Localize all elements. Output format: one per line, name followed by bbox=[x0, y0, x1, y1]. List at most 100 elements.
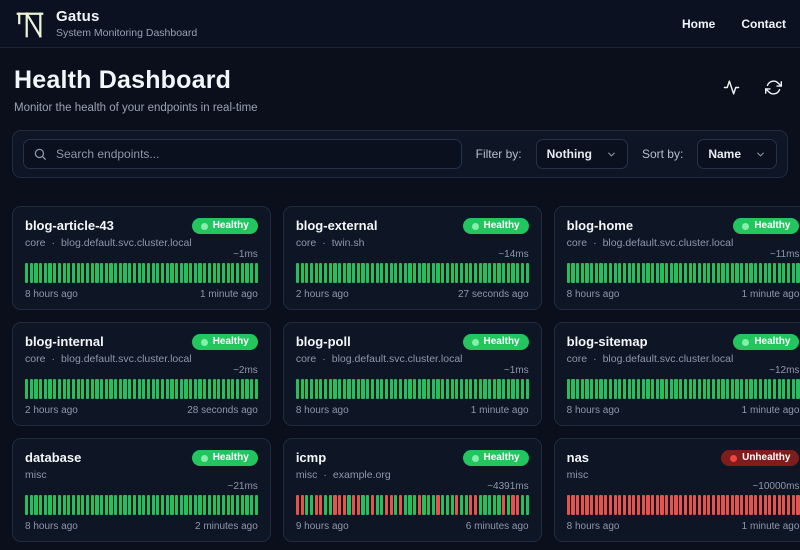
uptime-bar[interactable] bbox=[48, 379, 52, 399]
uptime-bar[interactable] bbox=[436, 379, 440, 399]
uptime-bar[interactable] bbox=[622, 495, 627, 515]
uptime-bar[interactable] bbox=[235, 263, 240, 283]
uptime-bar[interactable] bbox=[53, 379, 57, 399]
uptime-bar[interactable] bbox=[632, 263, 636, 283]
uptime-bar[interactable] bbox=[67, 263, 71, 283]
uptime-bar[interactable] bbox=[683, 379, 687, 399]
uptime-bar[interactable] bbox=[370, 495, 374, 515]
uptime-bar[interactable] bbox=[744, 495, 748, 515]
uptime-bar[interactable] bbox=[175, 263, 179, 283]
uptime-bar[interactable] bbox=[436, 495, 440, 515]
uptime-bar[interactable] bbox=[39, 263, 43, 283]
uptime-bar[interactable] bbox=[726, 495, 730, 515]
uptime-bar[interactable] bbox=[62, 379, 66, 399]
uptime-bar[interactable] bbox=[445, 379, 449, 399]
uptime-bar[interactable] bbox=[146, 495, 151, 515]
uptime-bar[interactable] bbox=[217, 263, 221, 283]
uptime-bar[interactable] bbox=[403, 495, 407, 515]
uptime-bar[interactable] bbox=[665, 495, 669, 515]
uptime-bar[interactable] bbox=[128, 495, 132, 515]
uptime-bar[interactable] bbox=[768, 263, 772, 283]
uptime-bar[interactable] bbox=[203, 263, 207, 283]
uptime-bar[interactable] bbox=[394, 495, 398, 515]
brand[interactable]: Gatus System Monitoring Dashboard bbox=[14, 8, 197, 40]
uptime-bar[interactable] bbox=[782, 263, 786, 283]
uptime-bar[interactable] bbox=[71, 495, 76, 515]
uptime-bar[interactable] bbox=[146, 263, 151, 283]
uptime-bar[interactable] bbox=[146, 379, 151, 399]
uptime-bar[interactable] bbox=[478, 495, 482, 515]
uptime-bar[interactable] bbox=[516, 379, 520, 399]
uptime-bar[interactable] bbox=[295, 495, 299, 515]
uptime-bar[interactable] bbox=[455, 379, 459, 399]
uptime-bar[interactable] bbox=[34, 495, 38, 515]
uptime-bar[interactable] bbox=[674, 379, 678, 399]
uptime-bar[interactable] bbox=[772, 379, 777, 399]
uptime-bar[interactable] bbox=[165, 263, 169, 283]
uptime-bar[interactable] bbox=[669, 379, 673, 399]
uptime-bar[interactable] bbox=[29, 495, 33, 515]
uptime-bar[interactable] bbox=[520, 263, 524, 283]
uptime-bar[interactable] bbox=[179, 379, 183, 399]
uptime-bar[interactable] bbox=[768, 379, 772, 399]
uptime-bar[interactable] bbox=[464, 263, 468, 283]
uptime-bar[interactable] bbox=[417, 495, 421, 515]
uptime-bar[interactable] bbox=[754, 379, 758, 399]
uptime-bar[interactable] bbox=[772, 263, 777, 283]
uptime-bar[interactable] bbox=[464, 495, 468, 515]
uptime-bar[interactable] bbox=[646, 263, 650, 283]
uptime-bar[interactable] bbox=[525, 379, 529, 399]
uptime-bar[interactable] bbox=[189, 495, 193, 515]
uptime-bar[interactable] bbox=[203, 379, 207, 399]
uptime-bar[interactable] bbox=[464, 379, 468, 399]
uptime-bar[interactable] bbox=[71, 263, 76, 283]
uptime-bar[interactable] bbox=[417, 379, 421, 399]
uptime-bar[interactable] bbox=[478, 263, 482, 283]
uptime-bar[interactable] bbox=[450, 379, 454, 399]
uptime-bar[interactable] bbox=[730, 495, 734, 515]
search-input[interactable] bbox=[23, 139, 462, 169]
uptime-bar[interactable] bbox=[57, 263, 61, 283]
uptime-bar[interactable] bbox=[408, 263, 412, 283]
uptime-bar[interactable] bbox=[502, 263, 506, 283]
uptime-bar[interactable] bbox=[711, 495, 716, 515]
uptime-bar[interactable] bbox=[347, 379, 351, 399]
uptime-bar[interactable] bbox=[226, 379, 230, 399]
uptime-bar[interactable] bbox=[594, 495, 598, 515]
uptime-bar[interactable] bbox=[651, 495, 655, 515]
uptime-bar[interactable] bbox=[683, 495, 687, 515]
uptime-bar[interactable] bbox=[599, 263, 603, 283]
uptime-bar[interactable] bbox=[160, 495, 165, 515]
uptime-bar[interactable] bbox=[231, 263, 235, 283]
uptime-bar[interactable] bbox=[398, 263, 403, 283]
uptime-bar[interactable] bbox=[67, 379, 71, 399]
uptime-bar[interactable] bbox=[231, 495, 235, 515]
uptime-bar[interactable] bbox=[525, 495, 529, 515]
uptime-bar[interactable] bbox=[450, 263, 454, 283]
uptime-bar[interactable] bbox=[525, 263, 529, 283]
uptime-bar[interactable] bbox=[165, 495, 169, 515]
uptime-bar[interactable] bbox=[413, 495, 417, 515]
uptime-bar[interactable] bbox=[137, 495, 141, 515]
uptime-bar[interactable] bbox=[627, 495, 631, 515]
uptime-bar[interactable] bbox=[436, 263, 440, 283]
uptime-bar[interactable] bbox=[408, 379, 412, 399]
uptime-bar[interactable] bbox=[403, 379, 407, 399]
uptime-bar[interactable] bbox=[235, 379, 240, 399]
uptime-bar[interactable] bbox=[53, 495, 57, 515]
uptime-bar[interactable] bbox=[707, 379, 711, 399]
uptime-bar[interactable] bbox=[175, 379, 179, 399]
uptime-bar[interactable] bbox=[431, 495, 435, 515]
uptime-bar[interactable] bbox=[109, 379, 113, 399]
uptime-bar[interactable] bbox=[506, 379, 510, 399]
uptime-bar[interactable] bbox=[492, 263, 496, 283]
uptime-bar[interactable] bbox=[380, 495, 384, 515]
uptime-bar[interactable] bbox=[217, 495, 221, 515]
uptime-bar[interactable] bbox=[697, 379, 702, 399]
uptime-bar[interactable] bbox=[608, 263, 612, 283]
uptime-bar[interactable] bbox=[441, 263, 445, 283]
uptime-bar[interactable] bbox=[674, 263, 678, 283]
uptime-bar[interactable] bbox=[679, 263, 683, 283]
uptime-bar[interactable] bbox=[128, 263, 132, 283]
uptime-bar[interactable] bbox=[497, 379, 501, 399]
